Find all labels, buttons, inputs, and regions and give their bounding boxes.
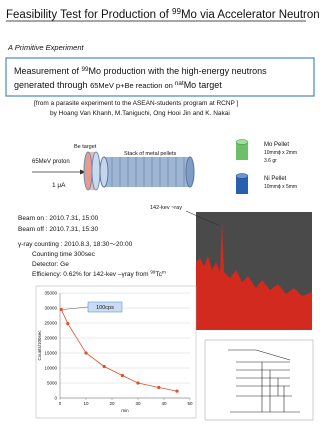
title-text: Mo via Accelerator Neutrons [181, 9, 320, 21]
y-tick-label: 15000 [44, 351, 57, 356]
annotation: 100cps [96, 305, 114, 311]
pellet-dividers [111, 157, 185, 187]
summary-line: generated through 65MeV p+Be reaction on… [14, 80, 222, 90]
x-tick-label: 30 [135, 401, 141, 406]
summary-sup: 99 [82, 66, 90, 73]
source-note: [from a parasite experiment to the ASEAN… [34, 100, 239, 107]
y-axis-label: Counts/100sec [37, 330, 42, 361]
title: Feasibility Test for Production of 99Mo … [6, 7, 320, 21]
condition: Counting time 300sec [32, 251, 96, 258]
authors: by Hoang Van Khanh, M.Taniguchi, Ong Hoo… [50, 110, 230, 117]
condition: Beam off : 2010.7.31, 15:30 [18, 226, 98, 233]
be-target-face [83, 151, 93, 191]
data-point [59, 307, 63, 312]
label: 10mmϕ x 2mm [264, 150, 297, 156]
data-point [136, 381, 140, 385]
label: 1 μA [52, 182, 66, 189]
y-tick-label: 10000 [44, 366, 57, 371]
label: Be target [74, 144, 97, 150]
data-point [157, 385, 161, 390]
condition: γ-ray counting : 2010.8.3, 18:30～20:00 [18, 241, 133, 248]
mo-pellet [236, 142, 248, 160]
condition-sup: m [162, 270, 166, 275]
label: 3.6 gr [264, 158, 277, 164]
data-point [102, 364, 106, 369]
condition-text: Efficiency: 0.62% for 142-kev –γray from [32, 271, 150, 278]
x-tick-label: 10 [83, 401, 89, 406]
condition: Efficiency: 0.62% for 142-kev –γray from… [32, 270, 166, 279]
stack-face [185, 156, 195, 188]
summary-text: 65MeV p+Be reaction on [90, 81, 175, 90]
y-tick-label: 35000 [44, 291, 57, 296]
data-point [66, 322, 70, 326]
summary-text: Mo production with the high-energy neutr… [89, 66, 268, 76]
label: 10mmϕ x 5mm [264, 184, 297, 190]
x-tick-label: 20 [109, 401, 115, 406]
x-tick-label: 50 [187, 401, 193, 406]
data-point [84, 351, 88, 355]
data-point [120, 373, 124, 378]
label: Mo Pellet [264, 142, 289, 148]
arrowhead [80, 169, 86, 175]
summary-text: Measurement of [14, 66, 82, 76]
title-text: Feasibility Test for Production of [6, 9, 172, 21]
summary-line: Measurement of 99Mo production with the … [14, 66, 267, 76]
subtitle: A Primitive Experiment [7, 43, 84, 52]
condition-sup: 99 [150, 270, 156, 275]
y-tick-label: 30000 [44, 306, 57, 311]
ni-pellet [236, 176, 248, 194]
x-axis-label: min [121, 408, 129, 413]
spectrum-trace [196, 222, 312, 330]
summary-text: Mo target [184, 80, 223, 90]
y-tick-label: 5000 [47, 381, 58, 386]
condition-text: Tc [155, 271, 162, 278]
pellet-stack [104, 157, 190, 187]
series-line [60, 309, 178, 392]
x-tick-label: 40 [161, 401, 167, 406]
be-target-face [91, 151, 101, 191]
label: 65MeV proton [32, 159, 70, 165]
label: Stack of metal pellets [124, 151, 177, 157]
condition: Detector: Ge [32, 261, 69, 268]
summary-box [5, 57, 315, 97]
summary-sup: nat [175, 80, 184, 87]
annotation-arrow [185, 210, 221, 227]
y-tick-label: 0 [54, 396, 57, 401]
mo-pellet-top [235, 139, 249, 145]
annotation-arrow [63, 306, 89, 310]
y-tick-label: 25000 [44, 321, 57, 326]
summary-text: generated through [14, 80, 90, 90]
y-tick-label: 20000 [44, 336, 57, 341]
label: Ni Pellet [264, 176, 287, 182]
stack-face [99, 156, 109, 188]
data-point [175, 389, 179, 393]
chart: 0 5000 10000 15000 20000 25000 30000 35000 0 10 20… [37, 291, 193, 413]
ni-pellet-top [235, 173, 249, 179]
decay-scheme [204, 339, 314, 421]
annotation: 142-kev ~ray [150, 205, 182, 211]
condition: Beam on : 2010.7.31, 15:00 [18, 215, 99, 222]
x-tick-label: 0 [59, 401, 62, 406]
decay-levels [228, 349, 300, 413]
title-sup: 99 [172, 7, 181, 16]
